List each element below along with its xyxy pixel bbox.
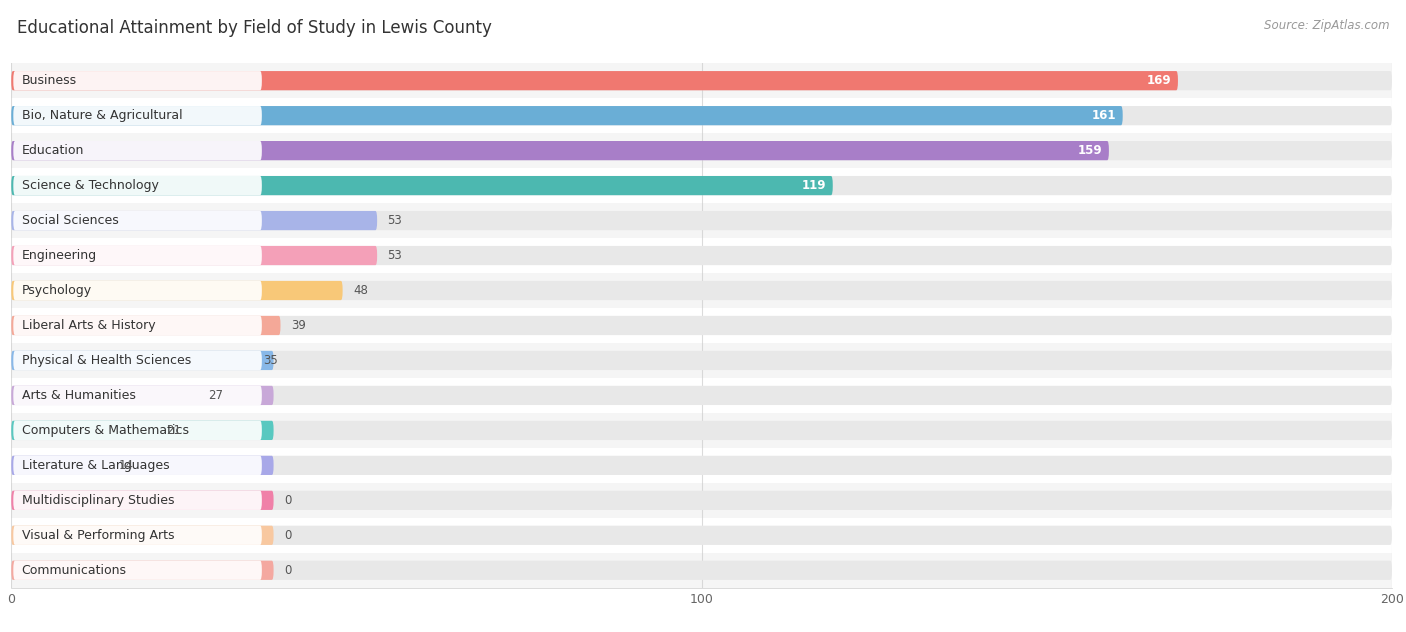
- Text: Social Sciences: Social Sciences: [21, 214, 118, 227]
- FancyBboxPatch shape: [11, 141, 1109, 161]
- FancyBboxPatch shape: [11, 71, 1178, 90]
- Text: 53: 53: [388, 214, 402, 227]
- FancyBboxPatch shape: [11, 106, 1392, 125]
- FancyBboxPatch shape: [13, 211, 262, 230]
- FancyBboxPatch shape: [11, 526, 1392, 545]
- Text: Source: ZipAtlas.com: Source: ZipAtlas.com: [1264, 19, 1389, 32]
- FancyBboxPatch shape: [11, 281, 1392, 300]
- FancyBboxPatch shape: [11, 518, 1392, 553]
- FancyBboxPatch shape: [13, 351, 262, 370]
- FancyBboxPatch shape: [11, 176, 1392, 195]
- FancyBboxPatch shape: [11, 211, 377, 230]
- Text: Psychology: Psychology: [21, 284, 91, 297]
- Text: Communications: Communications: [21, 564, 127, 577]
- FancyBboxPatch shape: [13, 71, 262, 90]
- FancyBboxPatch shape: [11, 238, 1392, 273]
- FancyBboxPatch shape: [13, 246, 262, 265]
- FancyBboxPatch shape: [11, 246, 1392, 265]
- Text: 39: 39: [291, 319, 305, 332]
- Text: 35: 35: [263, 354, 278, 367]
- FancyBboxPatch shape: [13, 176, 262, 195]
- Text: 48: 48: [353, 284, 368, 297]
- FancyBboxPatch shape: [11, 106, 1123, 125]
- Text: 14: 14: [118, 459, 134, 472]
- FancyBboxPatch shape: [13, 386, 262, 405]
- FancyBboxPatch shape: [11, 456, 1392, 475]
- Text: 119: 119: [801, 179, 825, 192]
- FancyBboxPatch shape: [11, 98, 1392, 133]
- FancyBboxPatch shape: [11, 343, 1392, 378]
- FancyBboxPatch shape: [11, 316, 1392, 335]
- FancyBboxPatch shape: [11, 421, 274, 440]
- Text: Educational Attainment by Field of Study in Lewis County: Educational Attainment by Field of Study…: [17, 19, 492, 37]
- FancyBboxPatch shape: [11, 71, 1392, 90]
- FancyBboxPatch shape: [11, 211, 1392, 230]
- Text: Education: Education: [21, 144, 84, 157]
- FancyBboxPatch shape: [11, 273, 1392, 308]
- FancyBboxPatch shape: [11, 246, 377, 265]
- FancyBboxPatch shape: [11, 490, 1392, 510]
- FancyBboxPatch shape: [13, 106, 262, 125]
- Text: Liberal Arts & History: Liberal Arts & History: [21, 319, 155, 332]
- Text: 159: 159: [1077, 144, 1102, 157]
- Text: Business: Business: [21, 74, 77, 87]
- Text: Science & Technology: Science & Technology: [21, 179, 159, 192]
- FancyBboxPatch shape: [11, 316, 280, 335]
- FancyBboxPatch shape: [11, 553, 1392, 588]
- FancyBboxPatch shape: [13, 456, 262, 475]
- FancyBboxPatch shape: [11, 483, 1392, 518]
- FancyBboxPatch shape: [11, 413, 1392, 448]
- FancyBboxPatch shape: [13, 421, 262, 440]
- Text: Bio, Nature & Agricultural: Bio, Nature & Agricultural: [21, 109, 183, 122]
- Text: 0: 0: [284, 564, 291, 577]
- FancyBboxPatch shape: [11, 281, 343, 300]
- FancyBboxPatch shape: [11, 421, 1392, 440]
- FancyBboxPatch shape: [11, 308, 1392, 343]
- FancyBboxPatch shape: [13, 316, 262, 335]
- Text: Computers & Mathematics: Computers & Mathematics: [21, 424, 188, 437]
- FancyBboxPatch shape: [11, 561, 274, 580]
- FancyBboxPatch shape: [11, 526, 274, 545]
- FancyBboxPatch shape: [11, 386, 274, 405]
- FancyBboxPatch shape: [11, 133, 1392, 168]
- FancyBboxPatch shape: [11, 448, 1392, 483]
- Text: Arts & Humanities: Arts & Humanities: [21, 389, 135, 402]
- Text: 169: 169: [1146, 74, 1171, 87]
- FancyBboxPatch shape: [11, 168, 1392, 203]
- FancyBboxPatch shape: [11, 386, 1392, 405]
- Text: Engineering: Engineering: [21, 249, 97, 262]
- FancyBboxPatch shape: [13, 141, 262, 161]
- FancyBboxPatch shape: [13, 490, 262, 510]
- FancyBboxPatch shape: [11, 561, 1392, 580]
- Text: 21: 21: [166, 424, 181, 437]
- FancyBboxPatch shape: [11, 141, 1392, 161]
- FancyBboxPatch shape: [11, 203, 1392, 238]
- Text: 53: 53: [388, 249, 402, 262]
- Text: 27: 27: [208, 389, 224, 402]
- FancyBboxPatch shape: [11, 63, 1392, 98]
- FancyBboxPatch shape: [11, 176, 832, 195]
- Text: Physical & Health Sciences: Physical & Health Sciences: [21, 354, 191, 367]
- Text: 161: 161: [1091, 109, 1116, 122]
- Text: Visual & Performing Arts: Visual & Performing Arts: [21, 529, 174, 542]
- Text: 0: 0: [284, 494, 291, 507]
- FancyBboxPatch shape: [11, 490, 274, 510]
- Text: Literature & Languages: Literature & Languages: [21, 459, 169, 472]
- FancyBboxPatch shape: [13, 281, 262, 300]
- FancyBboxPatch shape: [13, 526, 262, 545]
- FancyBboxPatch shape: [11, 378, 1392, 413]
- FancyBboxPatch shape: [13, 561, 262, 580]
- Text: 0: 0: [284, 529, 291, 542]
- Text: Multidisciplinary Studies: Multidisciplinary Studies: [21, 494, 174, 507]
- FancyBboxPatch shape: [11, 351, 1392, 370]
- FancyBboxPatch shape: [11, 351, 274, 370]
- FancyBboxPatch shape: [11, 456, 274, 475]
